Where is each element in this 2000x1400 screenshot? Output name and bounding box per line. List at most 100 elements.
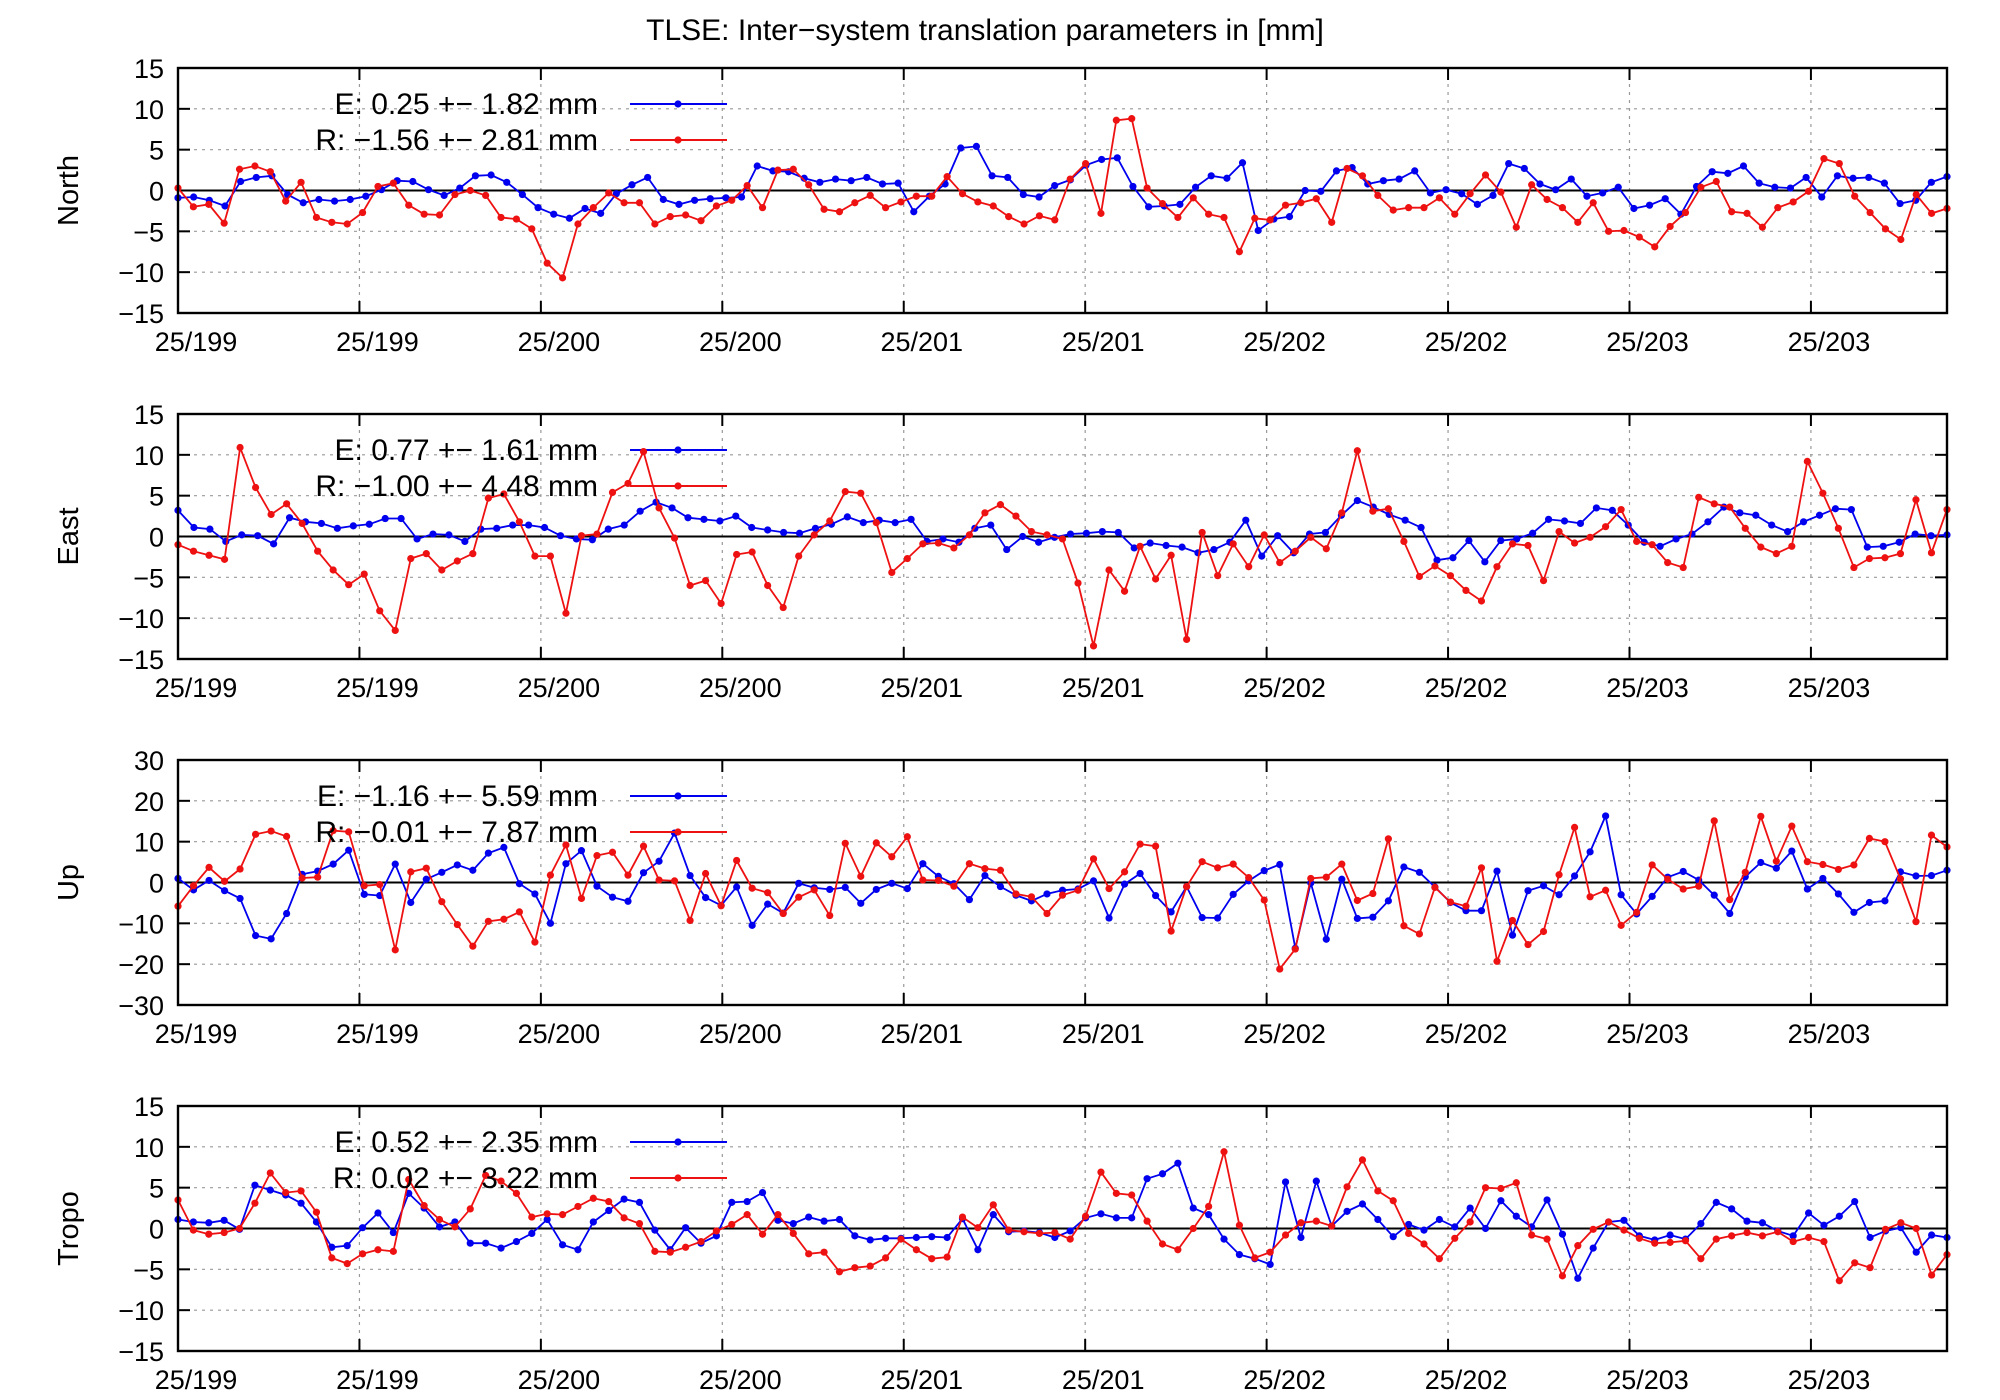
data-point (639, 842, 648, 850)
x-tick-label: 25/199 (155, 673, 238, 703)
data-point (531, 890, 539, 898)
data-point (919, 540, 927, 548)
data-point (254, 532, 262, 540)
data-point (1477, 907, 1486, 915)
data-point (1524, 541, 1532, 550)
data-point (1602, 523, 1610, 531)
data-point (639, 447, 648, 456)
data-point (1012, 512, 1020, 520)
legend-marker-e (674, 1138, 682, 1146)
data-point (1558, 1230, 1567, 1238)
data-point (251, 162, 259, 170)
legend-marker-r (674, 1174, 682, 1182)
data-point (934, 539, 942, 547)
y-tick-label: 15 (134, 54, 164, 84)
data-point (1420, 1240, 1428, 1248)
data-point (882, 204, 890, 212)
y-tick-label: −10 (118, 258, 164, 288)
data-point (189, 547, 198, 555)
data-point (1312, 1217, 1320, 1225)
data-point (343, 1260, 351, 1268)
data-point (1245, 563, 1253, 571)
data-point (500, 490, 508, 498)
data-point (1276, 965, 1284, 973)
data-point (435, 211, 444, 219)
data-point (636, 507, 644, 515)
data-point (1833, 172, 1842, 180)
data-point (1758, 1232, 1767, 1240)
data-point (1035, 1229, 1044, 1237)
data-point (1589, 199, 1597, 207)
data-point (1708, 168, 1716, 176)
data-point (597, 209, 605, 217)
data-point (1789, 198, 1797, 206)
data-point (670, 534, 679, 542)
data-point (1672, 535, 1680, 543)
data-point (205, 863, 213, 871)
x-tick-label: 25/202 (1243, 1019, 1326, 1049)
legend-marker-e (674, 792, 682, 800)
y-tick-label: −15 (118, 1337, 164, 1367)
data-point (1285, 213, 1294, 221)
data-point (1865, 834, 1874, 843)
data-point (1586, 848, 1594, 856)
data-point (1235, 1221, 1243, 1229)
data-point (314, 547, 322, 555)
data-point (728, 1220, 736, 1229)
data-point (1415, 572, 1424, 581)
data-point (1645, 201, 1654, 209)
data-point (1574, 218, 1582, 226)
data-point (220, 1228, 228, 1237)
data-point (315, 195, 323, 204)
data-point (805, 181, 813, 189)
data-point (1358, 1156, 1367, 1164)
data-point (518, 190, 527, 199)
legend-label-r: R: −0.01 +− 7.87 mm (315, 816, 598, 849)
y-axis-label: Tropo (53, 1191, 85, 1266)
data-point (497, 1244, 505, 1252)
data-point (1679, 867, 1687, 876)
data-point (1803, 885, 1811, 893)
data-point (391, 860, 399, 868)
data-point (1229, 890, 1237, 898)
data-point (1758, 223, 1767, 231)
data-point (1570, 823, 1579, 831)
data-point (558, 274, 567, 282)
data-point (1539, 882, 1548, 890)
x-tick-label: 25/199 (336, 1365, 419, 1395)
data-point (965, 860, 973, 868)
data-point (515, 908, 523, 916)
data-point (843, 513, 851, 521)
data-point (456, 184, 464, 192)
data-point (1431, 562, 1439, 570)
data-point (1755, 179, 1763, 187)
data-point (1379, 177, 1388, 185)
data-point (1369, 507, 1377, 515)
data-point (466, 1239, 474, 1247)
data-point (686, 581, 694, 590)
data-point (1635, 1234, 1643, 1242)
data-point (420, 1202, 428, 1210)
data-point (1835, 1277, 1843, 1285)
data-point (1543, 195, 1551, 204)
data-point (608, 488, 617, 496)
data-point (1420, 1226, 1428, 1234)
data-point (205, 1219, 213, 1227)
x-tick-label: 25/203 (1606, 1365, 1689, 1395)
data-point (1592, 504, 1600, 512)
data-point (329, 860, 337, 868)
data-point (312, 213, 321, 222)
data-point (950, 882, 958, 890)
data-point (266, 1169, 274, 1177)
data-point (1768, 521, 1776, 529)
data-point (805, 1250, 813, 1258)
data-point (1697, 1220, 1705, 1228)
data-point (346, 195, 354, 204)
data-point (847, 177, 855, 185)
x-tick-label: 25/202 (1425, 673, 1508, 703)
data-point (1895, 538, 1903, 546)
data-point (358, 208, 367, 217)
data-point (589, 1218, 597, 1226)
data-point (1741, 868, 1749, 876)
data-point (1489, 191, 1497, 199)
